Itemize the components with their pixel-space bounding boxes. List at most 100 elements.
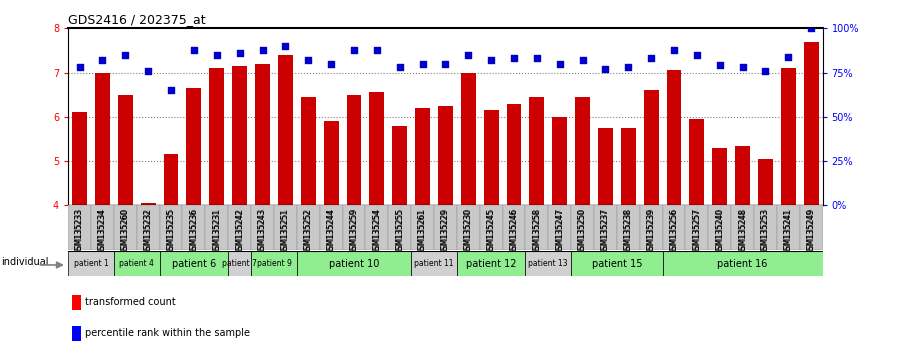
Text: GSM135252: GSM135252 [304,209,313,255]
Text: GSM135237: GSM135237 [601,209,610,255]
Text: GSM135245: GSM135245 [486,209,495,255]
Bar [461,73,475,205]
Bar [136,205,160,250]
Point [804,25,818,31]
Bar [689,119,704,205]
Text: GSM135257: GSM135257 [693,207,702,254]
Text: patient 7: patient 7 [222,259,257,268]
Bar [617,205,640,250]
Text: GSM135231: GSM135231 [213,209,221,255]
Bar [571,251,663,276]
Bar [95,73,110,205]
Point [438,61,453,67]
Bar [301,97,315,205]
Bar [594,205,617,250]
Text: GSM135240: GSM135240 [715,207,724,254]
Bar [324,121,338,205]
Text: GSM135248: GSM135248 [738,209,747,255]
Text: GSM135232: GSM135232 [144,207,153,254]
Bar [666,70,682,205]
Text: GSM135253: GSM135253 [761,207,770,254]
Text: GSM135239: GSM135239 [646,207,655,254]
Text: GSM135242: GSM135242 [235,209,245,255]
Point [530,56,544,61]
Point [370,47,385,52]
Point [713,63,727,68]
Bar [72,295,81,310]
Bar [68,205,91,250]
Text: GSM135234: GSM135234 [98,207,107,254]
Bar [72,113,87,205]
Bar [525,205,548,250]
Text: patient 9: patient 9 [256,259,292,268]
Bar [160,251,228,276]
Point [393,64,407,70]
Text: patient 6: patient 6 [172,259,216,269]
Bar [708,205,731,250]
Bar [598,128,613,205]
Point [324,61,338,67]
Text: GSM135241: GSM135241 [784,209,793,255]
Bar [411,251,457,276]
Point [461,52,475,58]
Bar [713,148,727,205]
Bar [415,108,430,205]
Bar [346,95,362,205]
Text: GSM135249: GSM135249 [806,209,815,255]
Point [141,68,155,74]
Bar [781,68,795,205]
Point [255,47,270,52]
Text: patient 1: patient 1 [74,259,108,268]
Text: GSM135249: GSM135249 [806,207,815,254]
Text: GSM135257: GSM135257 [693,209,702,255]
Bar [209,68,225,205]
Text: GSM135231: GSM135231 [213,207,221,254]
Bar [343,205,365,250]
Bar [571,205,594,250]
Bar [320,205,343,250]
Point [164,87,178,93]
Text: GSM135256: GSM135256 [670,207,678,254]
Point [484,57,498,63]
Point [598,66,613,72]
Bar [438,106,453,205]
Bar [251,205,274,250]
Bar [644,90,659,205]
Text: GSM135230: GSM135230 [464,209,473,255]
Point [781,54,795,59]
Bar [731,205,754,250]
Bar [274,205,297,250]
Text: patient 16: patient 16 [717,259,768,269]
Bar [205,205,228,250]
Bar [369,92,385,205]
Bar [553,117,567,205]
Text: GSM135238: GSM135238 [624,209,633,255]
Text: GSM135261: GSM135261 [418,209,427,255]
Text: GSM135236: GSM135236 [189,207,198,254]
Point [575,57,590,63]
Bar [72,326,81,341]
Text: GSM135255: GSM135255 [395,207,405,254]
Text: GSM135259: GSM135259 [349,207,358,254]
Text: GSM135241: GSM135241 [784,207,793,254]
Bar [255,64,270,205]
Point [735,64,750,70]
Text: GSM135243: GSM135243 [258,209,267,255]
Bar [457,251,525,276]
Bar [529,97,544,205]
Text: GSM135250: GSM135250 [578,209,587,255]
Point [346,47,361,52]
Bar [141,203,155,205]
Point [209,52,224,58]
Bar [393,126,407,205]
Text: GSM135260: GSM135260 [121,209,130,255]
Bar [91,205,114,250]
Text: GSM135238: GSM135238 [624,207,633,254]
Text: patient 13: patient 13 [528,259,568,268]
Text: GSM135232: GSM135232 [144,209,153,255]
Bar [480,205,503,250]
Point [118,52,133,58]
Bar [457,205,480,250]
Text: GSM135230: GSM135230 [464,207,473,254]
Bar [685,205,708,250]
